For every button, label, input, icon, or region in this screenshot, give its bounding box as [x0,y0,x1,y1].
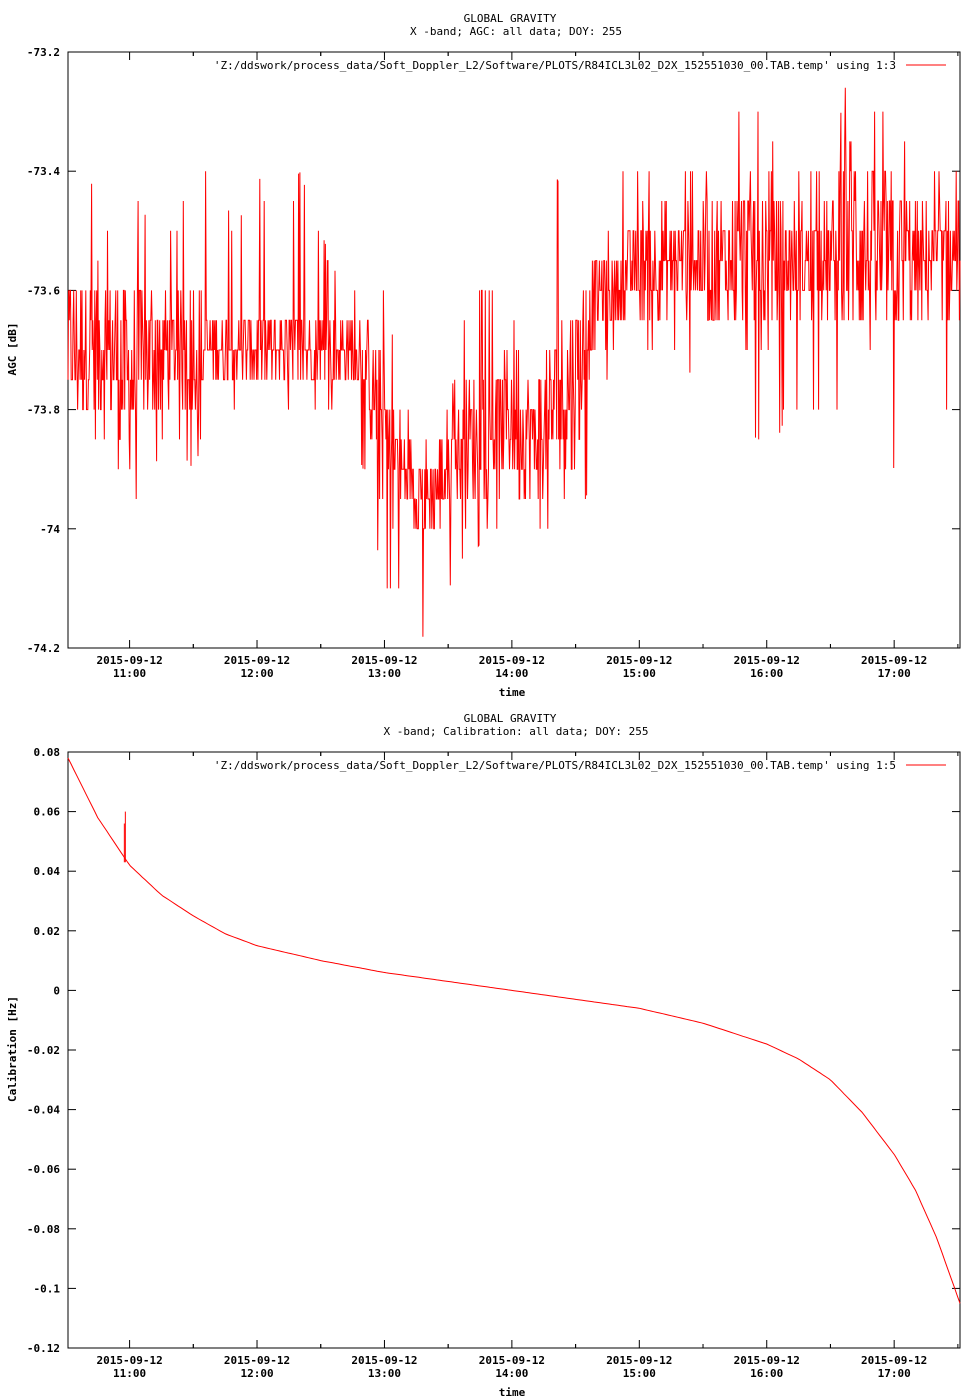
calibration-y-tick-label: 0 [53,984,60,997]
agc-chart-subtitle: X -band; AGC: all data; DOY: 255 [410,25,622,38]
calibration-y-tick-label: -0.1 [34,1282,61,1295]
agc-x-tick-date: 2015-09-12 [606,654,672,667]
calibration-x-tick-date: 2015-09-12 [606,1354,672,1367]
calibration-x-tick-time: 12:00 [240,1367,273,1380]
calibration-x-tick-time: 16:00 [750,1367,783,1380]
calibration-x-tick-date: 2015-09-12 [351,1354,417,1367]
agc-x-tick-date: 2015-09-12 [224,654,290,667]
calibration-x-tick-time: 15:00 [623,1367,656,1380]
calibration-y-tick-label: -0.12 [27,1342,60,1355]
calibration-x-tick-time: 17:00 [878,1367,911,1380]
agc-series-line [67,87,961,637]
agc-y-tick-label: -73.2 [27,46,60,59]
calibration-y-tick-label: 0.06 [34,806,61,819]
calibration-x-tick-time: 14:00 [495,1367,528,1380]
agc-x-tick-date: 2015-09-12 [96,654,162,667]
agc-legend-label: 'Z:/ddswork/process_data/Soft_Doppler_L2… [214,59,896,72]
calibration-x-tick-date: 2015-09-12 [861,1354,927,1367]
agc-chart-title: GLOBAL GRAVITY [464,12,557,25]
agc-x-axis-label: time [499,686,526,699]
calibration-x-tick-date: 2015-09-12 [734,1354,800,1367]
agc-chart: GLOBAL GRAVITY X -band; AGC: all data; D… [6,12,961,699]
calibration-chart-subtitle: X -band; Calibration: all data; DOY: 255 [384,725,649,738]
calibration-x-tick-time: 11:00 [113,1367,146,1380]
calibration-y-axis-label: Calibration [Hz] [6,996,19,1102]
agc-x-tick-time: 12:00 [240,667,273,680]
agc-y-tick-label: -74.2 [27,642,60,655]
agc-x-tick-date: 2015-09-12 [479,654,545,667]
calibration-x-tick-date: 2015-09-12 [96,1354,162,1367]
calibration-chart: GLOBAL GRAVITY X -band; Calibration: all… [6,712,961,1399]
calibration-y-tick-label: 0.08 [34,746,61,759]
calibration-y-tick-label: -0.04 [27,1104,60,1117]
calibration-y-tick-label: 0.02 [34,925,61,938]
calibration-series-line [67,757,961,1304]
agc-x-tick-date: 2015-09-12 [351,654,417,667]
agc-y-tick-label: -73.8 [27,404,60,417]
calibration-x-axis-label: time [499,1386,526,1399]
agc-x-tick-time: 11:00 [113,667,146,680]
calibration-plot-frame [67,751,961,1349]
calibration-chart-title: GLOBAL GRAVITY [464,712,557,725]
agc-y-tick-label: -74 [40,523,60,536]
calibration-x-tick-date: 2015-09-12 [224,1354,290,1367]
calibration-legend-label: 'Z:/ddswork/process_data/Soft_Doppler_L2… [214,759,896,772]
calibration-x-tick-date: 2015-09-12 [479,1354,545,1367]
calibration-y-tick-label: -0.08 [27,1223,60,1236]
agc-y-tick-label: -73.6 [27,284,60,297]
agc-x-tick-time: 17:00 [878,667,911,680]
calibration-y-tick-label: 0.04 [34,865,61,878]
calibration-y-tick-label: -0.06 [27,1163,60,1176]
agc-x-tick-time: 13:00 [368,667,401,680]
agc-x-tick-date: 2015-09-12 [734,654,800,667]
calibration-y-tick-label: -0.02 [27,1044,60,1057]
agc-x-tick-time: 14:00 [495,667,528,680]
agc-x-tick-time: 16:00 [750,667,783,680]
calibration-x-tick-time: 13:00 [368,1367,401,1380]
agc-x-tick-date: 2015-09-12 [861,654,927,667]
agc-y-axis-label: AGC [dB] [6,323,19,376]
agc-y-tick-label: -73.4 [27,165,60,178]
agc-x-tick-time: 15:00 [623,667,656,680]
